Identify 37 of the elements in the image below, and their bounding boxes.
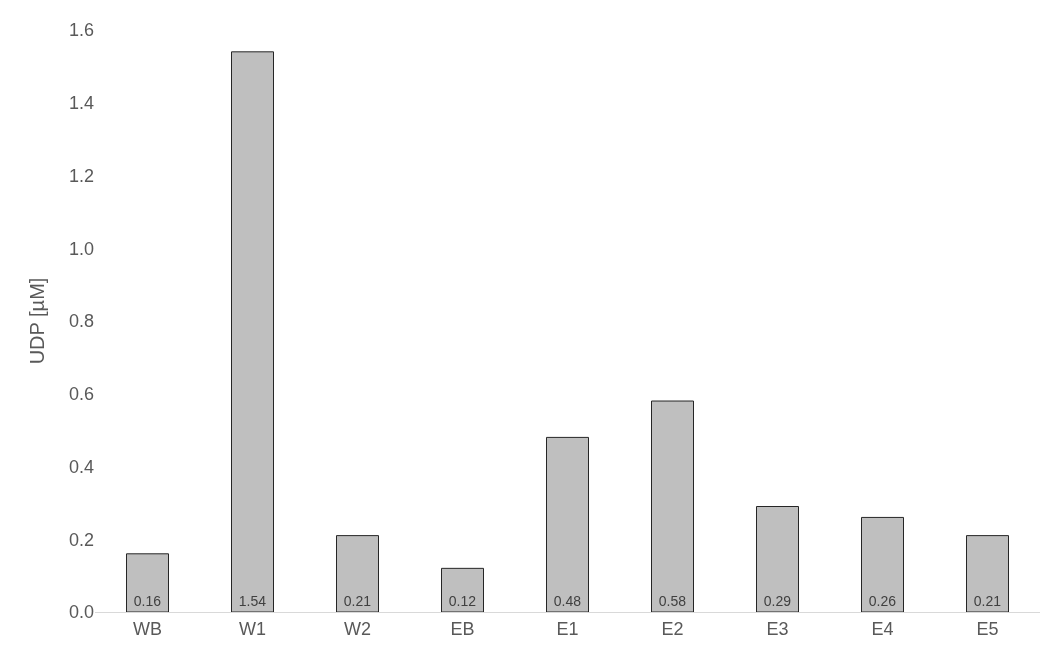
bar <box>966 535 1009 612</box>
y-tick-label: 0.8 <box>68 311 94 332</box>
x-tick-label: WB <box>133 618 162 639</box>
bar <box>651 400 694 612</box>
x-tick-label: E1 <box>556 618 579 639</box>
x-tick-label: EB <box>450 618 475 639</box>
data-label: 0.26 <box>868 593 897 609</box>
x-tick-label: E4 <box>871 618 894 639</box>
y-tick-label: 1.4 <box>68 93 94 114</box>
x-tick-label: E2 <box>661 618 684 639</box>
y-tick-label: 0.4 <box>68 456 94 477</box>
y-axis-title: UDP [µM] <box>26 277 49 365</box>
y-tick-label: 0.6 <box>68 384 94 405</box>
x-tick-label: W1 <box>239 618 266 639</box>
x-tick-label: E5 <box>976 618 999 639</box>
bar <box>231 51 274 612</box>
bar <box>546 436 589 612</box>
data-label: 0.48 <box>553 593 582 609</box>
x-tick-label: E3 <box>766 618 789 639</box>
bar <box>336 535 379 612</box>
bar <box>441 567 484 612</box>
bar <box>126 553 169 612</box>
y-tick-label: 0.0 <box>68 602 94 623</box>
data-label: 0.21 <box>343 593 372 609</box>
y-tick-label: 1.6 <box>68 20 94 41</box>
data-label: 0.12 <box>448 593 477 609</box>
data-label: 0.21 <box>973 593 1002 609</box>
data-label: 0.29 <box>763 593 792 609</box>
data-label: 0.16 <box>133 593 162 609</box>
data-label: 0.58 <box>658 593 687 609</box>
data-label: 1.54 <box>238 593 267 609</box>
y-tick-label: 1.0 <box>68 238 94 259</box>
bar <box>756 506 799 612</box>
y-tick-label: 1.2 <box>68 165 94 186</box>
bar <box>861 516 904 612</box>
x-tick-label: W2 <box>344 618 371 639</box>
y-tick-label: 0.2 <box>68 529 94 550</box>
